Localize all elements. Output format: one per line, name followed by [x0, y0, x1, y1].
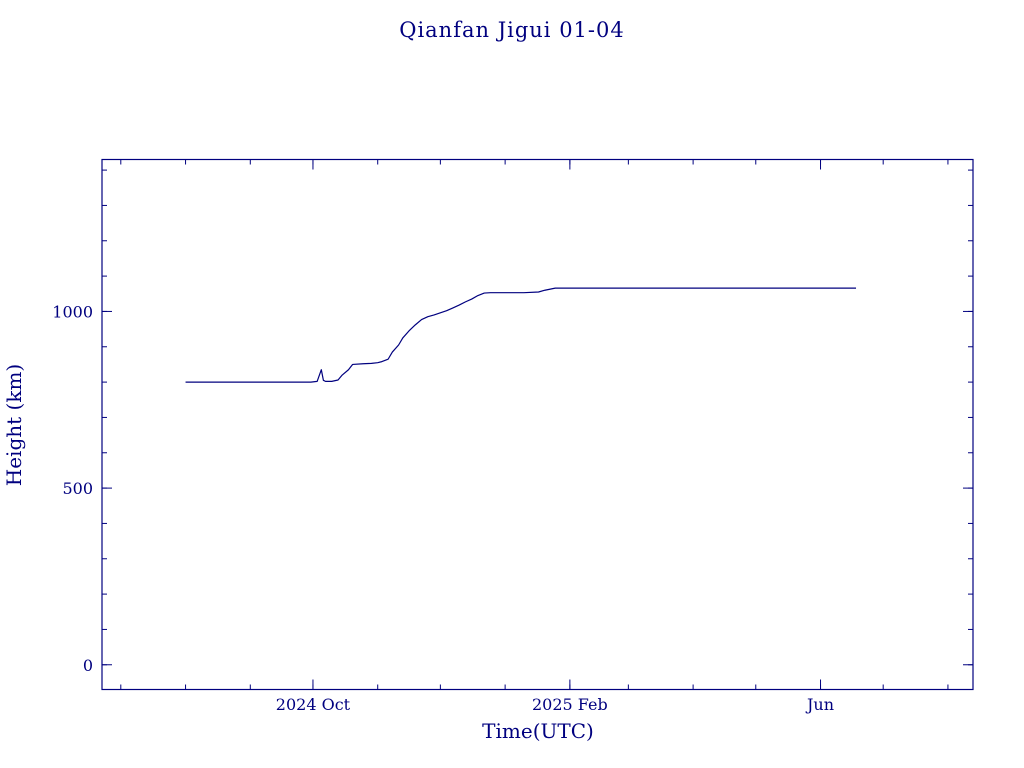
x-tick-label: Jun: [805, 695, 834, 714]
x-axis-label: Time(UTC): [482, 719, 594, 743]
series-line: [185, 287, 857, 383]
series-group: [185, 287, 857, 383]
y-tick-label: 500: [62, 479, 93, 498]
x-tick-label: 2025 Feb: [532, 695, 608, 714]
y-axis-label: Height (km): [2, 364, 26, 486]
y-tick-labels: 0 500 1000: [52, 302, 93, 674]
x-tick-labels: 2024 Oct 2025 Feb Jun: [276, 695, 834, 714]
chart-title: Qianfan Jigui 01-04: [399, 18, 625, 42]
x-tick-label: 2024 Oct: [276, 695, 351, 714]
y-tick-label: 0: [83, 656, 93, 675]
y-tick-label: 1000: [52, 302, 93, 321]
major-ticks: [102, 159, 973, 690]
minor-ticks: [102, 159, 973, 690]
plot-frame: [101, 158, 974, 691]
